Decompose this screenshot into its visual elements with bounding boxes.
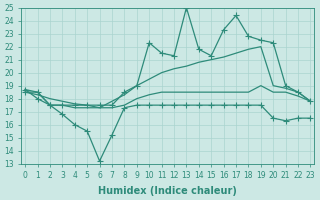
X-axis label: Humidex (Indice chaleur): Humidex (Indice chaleur) bbox=[98, 186, 237, 196]
